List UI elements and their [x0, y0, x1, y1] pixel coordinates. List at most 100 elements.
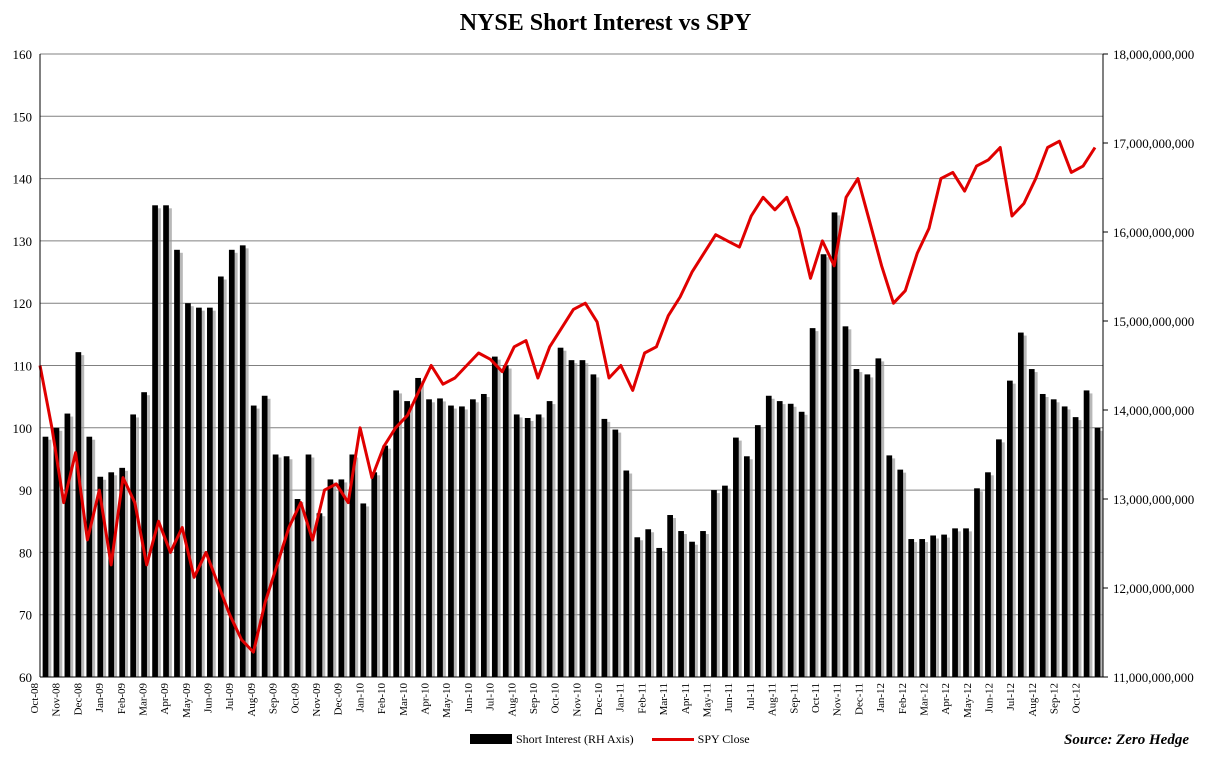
legend-swatch-short-interest [470, 734, 512, 744]
x-tick-label: Jul-09 [224, 683, 236, 711]
bar-shadow [220, 279, 227, 677]
x-tick-label: Mar-11 [658, 683, 670, 715]
left-tick-label: 140 [13, 172, 33, 187]
short-interest-bar [305, 454, 312, 677]
short-interest-bar [196, 307, 202, 677]
x-tick-label: Oct-10 [550, 683, 562, 714]
x-tick-label: May-10 [441, 683, 453, 718]
legend-label-spy: SPY Close [697, 731, 750, 746]
x-tick-label: Oct-09 [289, 683, 301, 714]
bar-shadow [659, 550, 666, 677]
short-interest-bar [722, 485, 728, 677]
short-interest-bar [86, 436, 93, 677]
right-tick-label: 18,000,000,000 [1113, 47, 1194, 62]
short-interest-bar [108, 472, 115, 677]
bar-shadow [966, 531, 972, 677]
short-interest-bar [502, 365, 509, 677]
bar-shadow [681, 534, 687, 677]
bar-shadow [779, 404, 786, 677]
x-tick-label: Jun-12 [984, 683, 996, 713]
short-interest-bar [1039, 393, 1046, 677]
short-interest-bar [974, 488, 980, 677]
short-interest-bar [491, 356, 498, 677]
short-interest-bar [97, 476, 104, 677]
short-interest-bar [327, 479, 334, 677]
bar-shadow [385, 448, 392, 677]
bar-shadow [768, 398, 775, 677]
bar-shadow [582, 363, 589, 677]
short-interest-bar [809, 328, 816, 677]
left-tick-label: 110 [13, 359, 32, 374]
short-interest-bar [656, 547, 663, 677]
bar-shadow [56, 430, 63, 677]
x-tick-label: Jun-10 [463, 683, 475, 713]
short-interest-bar [930, 535, 936, 677]
left-tick-label: 150 [13, 109, 33, 124]
short-interest-bar [535, 414, 542, 677]
bar-shadow [626, 473, 633, 677]
x-tick-label: Oct-12 [1070, 683, 1082, 714]
x-tick-label: Dec-11 [853, 683, 865, 715]
bar-shadow [1075, 420, 1082, 677]
x-tick-label: Aug-09 [246, 683, 258, 717]
bar-shadow [100, 479, 107, 677]
short-interest-bar [316, 513, 323, 677]
short-interest-bar [1050, 399, 1057, 677]
x-tick-label: Nov-11 [832, 683, 844, 716]
short-interest-bar [590, 374, 597, 677]
bar-shadow [1086, 393, 1093, 677]
short-interest-bar [557, 347, 564, 677]
short-interest-bar [228, 249, 235, 678]
legend: Short Interest (RH Axis) SPY Close [470, 729, 750, 749]
bar-shadow [188, 306, 194, 677]
bar-shadow [856, 372, 863, 677]
x-tick-label: Dec-10 [593, 683, 605, 716]
x-tick-label: Jan-09 [94, 683, 106, 713]
x-tick-label: Nov-08 [51, 683, 63, 717]
left-tick-label: 80 [19, 545, 32, 560]
x-tick-label: Sep-09 [268, 683, 280, 715]
x-tick-label: Feb-10 [376, 683, 388, 715]
x-tick-label: Oct-08 [29, 683, 41, 714]
bar-shadow [440, 401, 446, 677]
bar-shadow [560, 350, 567, 677]
short-interest-bar [1094, 427, 1101, 677]
short-interest-bar [294, 499, 301, 677]
short-interest-bar [415, 377, 421, 677]
x-tick-label: May-12 [962, 683, 974, 718]
short-interest-bar [130, 414, 136, 677]
short-interest-bar [338, 479, 345, 677]
bar-shadow [407, 404, 413, 677]
x-tick-label: Apr-09 [159, 683, 171, 715]
short-interest-bar [239, 245, 246, 677]
bar-shadow [801, 414, 808, 677]
right-tick-label: 16,000,000,000 [1113, 225, 1194, 240]
short-interest-bar [1028, 369, 1035, 677]
short-interest-bar [820, 254, 827, 677]
short-interest-bar [524, 418, 531, 677]
left-tick-label: 100 [13, 421, 33, 436]
x-tick-label: Jan-10 [354, 683, 366, 713]
short-interest-bar [217, 276, 224, 677]
bar-shadow [988, 475, 994, 677]
short-interest-bar [459, 406, 465, 677]
bar-shadow [330, 482, 337, 677]
short-interest-bar [908, 539, 915, 677]
bar-shadow [571, 363, 578, 677]
left-tick-label: 60 [19, 670, 32, 685]
bar-shadow [834, 215, 841, 678]
bar-shadow [1064, 409, 1071, 677]
right-tick-label: 11,000,000,000 [1113, 670, 1194, 685]
bar-shadow [746, 459, 753, 677]
x-tick-label: Jan-11 [615, 683, 627, 712]
short-interest-bar [886, 455, 893, 677]
short-interest-bar [612, 429, 619, 677]
short-interest-bar [163, 205, 169, 678]
x-tick-label: Nov-09 [311, 683, 323, 717]
bar-shadow [823, 257, 830, 677]
short-interest-bar [864, 374, 871, 677]
x-tick-label: Jan-12 [875, 683, 887, 712]
short-interest-bar [42, 436, 49, 677]
bar-shadow [692, 544, 698, 677]
